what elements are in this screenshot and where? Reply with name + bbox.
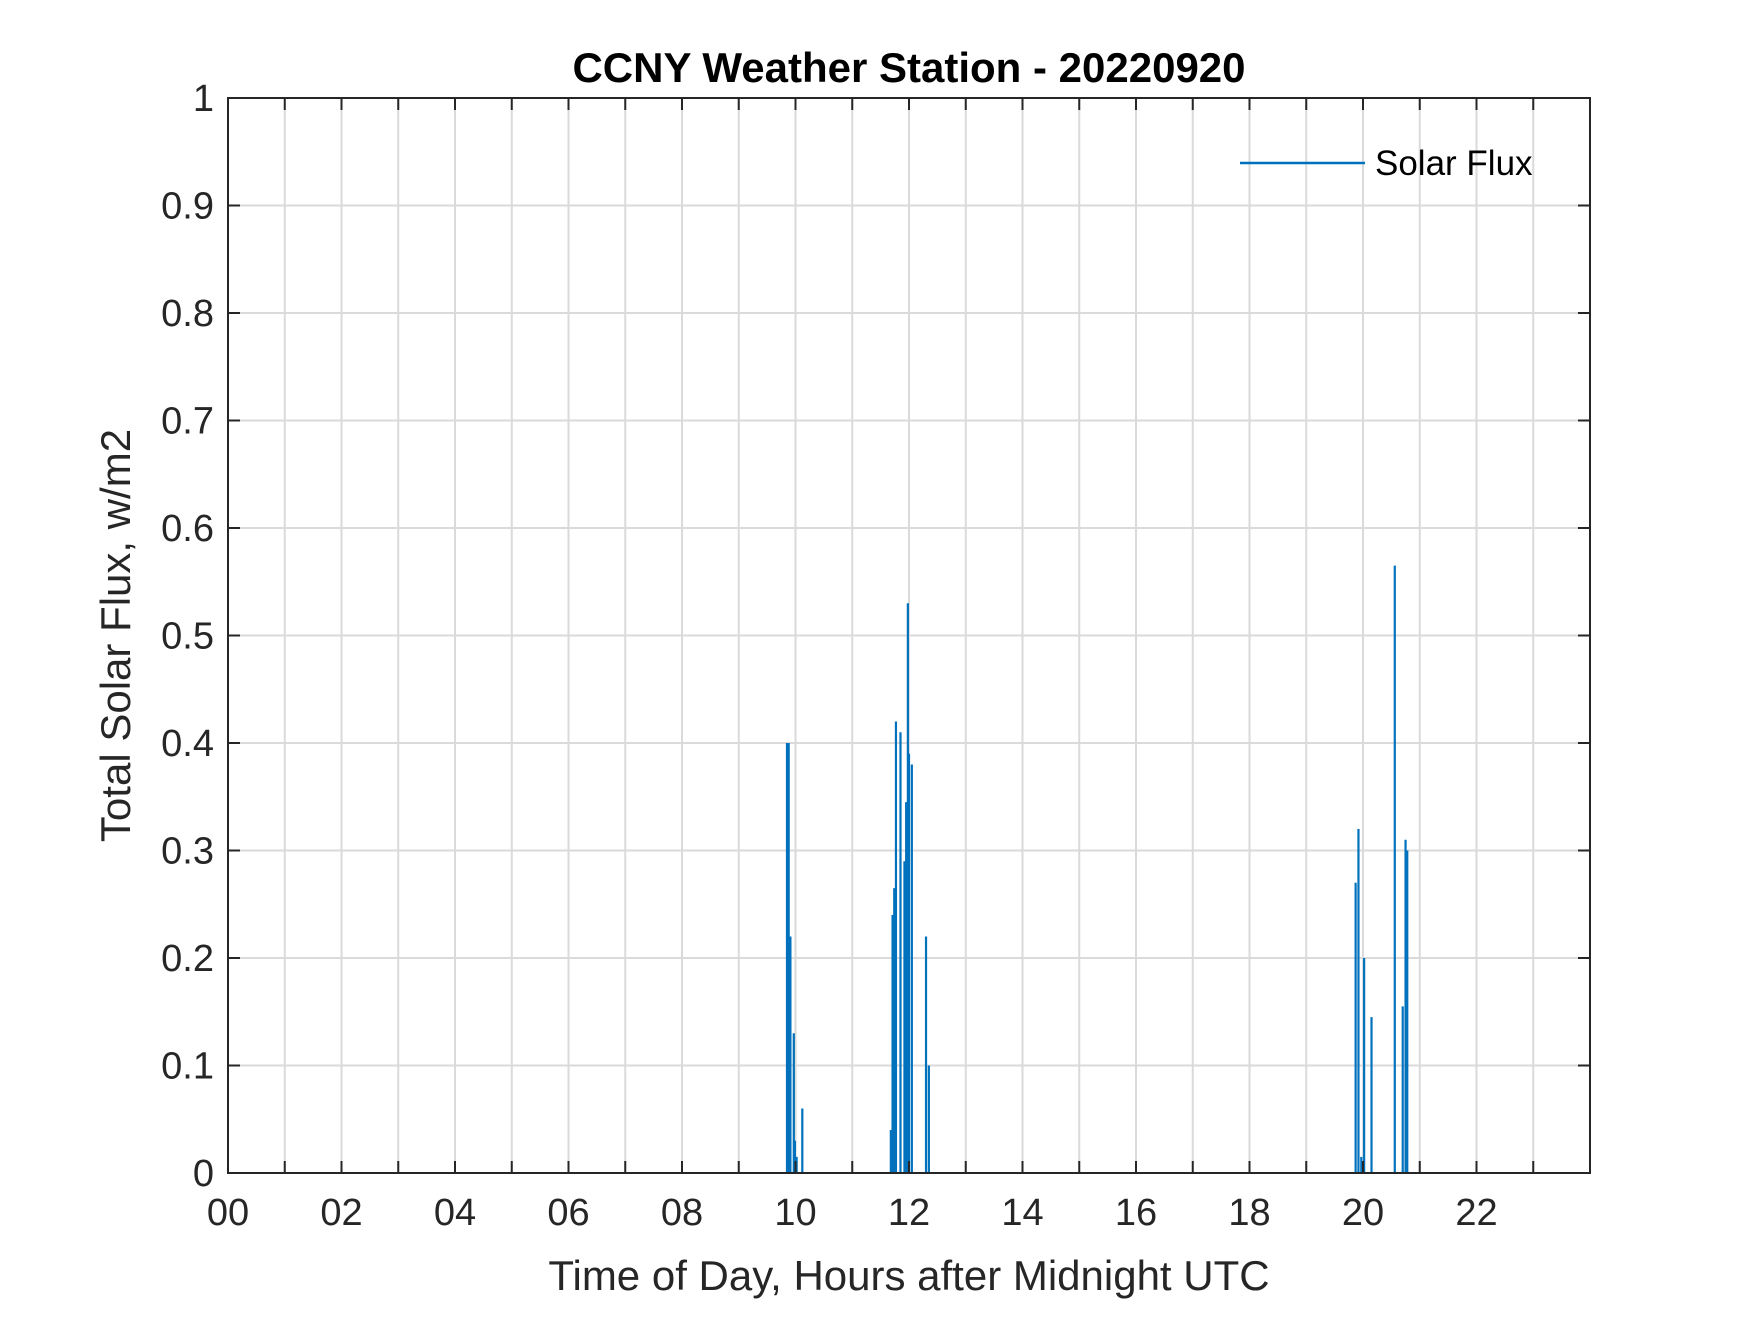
x-tick-label: 18	[1228, 1192, 1270, 1234]
chart-title: CCNY Weather Station - 20220920	[572, 44, 1245, 91]
x-tick-label: 20	[1342, 1192, 1384, 1234]
y-tick-label: 0.5	[161, 616, 214, 658]
y-tick-label: 0.3	[161, 831, 214, 873]
tick-labels: 0 0.1 0.2 0.3 0.4 0.5 0.6 0.7 0.8 0.9 1 00 02 04 06 08 1…	[161, 78, 1497, 1234]
y-tick-label: 0.4	[161, 723, 214, 765]
x-tick-label: 12	[888, 1192, 930, 1234]
x-tick-label: 02	[320, 1192, 362, 1234]
x-tick-label: 22	[1455, 1192, 1497, 1234]
x-tick-label: 14	[1001, 1192, 1043, 1234]
x-tick-label: 00	[207, 1192, 249, 1234]
legend-label-solar-flux: Solar Flux	[1375, 144, 1533, 183]
x-tick-label: 04	[434, 1192, 476, 1234]
y-tick-label: 0.8	[161, 293, 214, 335]
y-tick-label: 0.9	[161, 186, 214, 228]
y-tick-label: 0.1	[161, 1046, 214, 1088]
x-tick-label: 10	[774, 1192, 816, 1234]
y-tick-label: 0.6	[161, 508, 214, 550]
tick-marks	[228, 97, 1590, 1174]
x-tick-label: 08	[661, 1192, 703, 1234]
x-tick-label: 16	[1115, 1192, 1157, 1234]
grid-lines	[228, 98, 1590, 1173]
legend: Solar Flux	[1240, 144, 1533, 183]
y-axis-label: Total Solar Flux, w/m2	[92, 429, 139, 842]
y-tick-label: 0.2	[161, 938, 214, 980]
y-tick-label: 0.7	[161, 401, 214, 443]
y-tick-label: 1	[193, 78, 214, 120]
series-layer	[785, 565, 1409, 1173]
x-tick-label: 06	[547, 1192, 589, 1234]
y-tick-label: 0	[193, 1153, 214, 1195]
x-axis-label: Time of Day, Hours after Midnight UTC	[548, 1252, 1269, 1299]
